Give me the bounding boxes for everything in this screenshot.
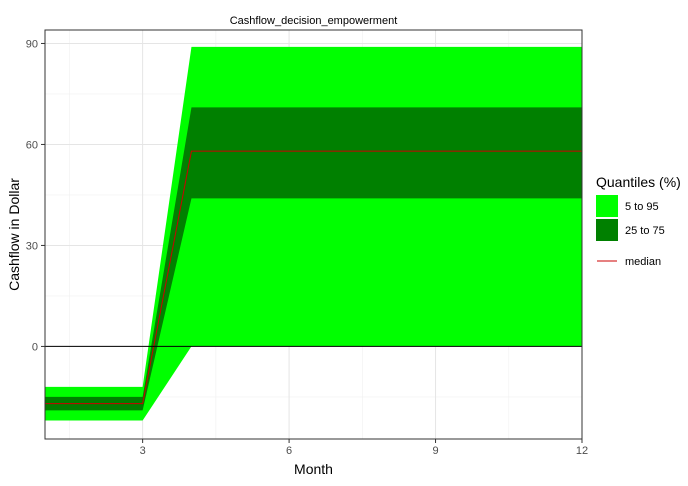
legend-label: 5 to 95 xyxy=(625,201,659,213)
x-axis-ticks: 3 6 9 12 xyxy=(140,439,588,457)
x-tick-label: 12 xyxy=(576,445,588,457)
quantile-bands xyxy=(45,46,582,421)
x-tick-label: 6 xyxy=(286,445,292,457)
legend-key-outer-band xyxy=(596,195,618,217)
x-axis-title: Month xyxy=(294,461,333,477)
legend-key-inner-band xyxy=(596,219,618,241)
legend-label: 25 to 75 xyxy=(625,225,665,237)
y-axis-ticks: 0 30 60 90 xyxy=(26,38,45,353)
legend-title: Quantiles (%) xyxy=(596,174,681,190)
band-inner xyxy=(45,107,582,411)
panel-border xyxy=(44,29,583,440)
legend-label: median xyxy=(625,256,661,268)
median-layer xyxy=(45,150,582,405)
y-tick-label: 30 xyxy=(26,240,38,252)
x-tick-label: 9 xyxy=(432,445,438,457)
y-tick-label: 60 xyxy=(26,139,38,151)
x-tick-label: 3 xyxy=(140,445,146,457)
median-line xyxy=(45,150,582,405)
y-tick-label: 90 xyxy=(26,38,38,50)
y-tick-label: 0 xyxy=(32,341,38,353)
legend: Quantiles (%) 5 to 95 25 to 75 median xyxy=(596,174,681,268)
chart-title: Cashflow_decision_empowerment xyxy=(230,15,398,27)
y-axis-title: Cashflow in Dollar xyxy=(6,178,22,291)
